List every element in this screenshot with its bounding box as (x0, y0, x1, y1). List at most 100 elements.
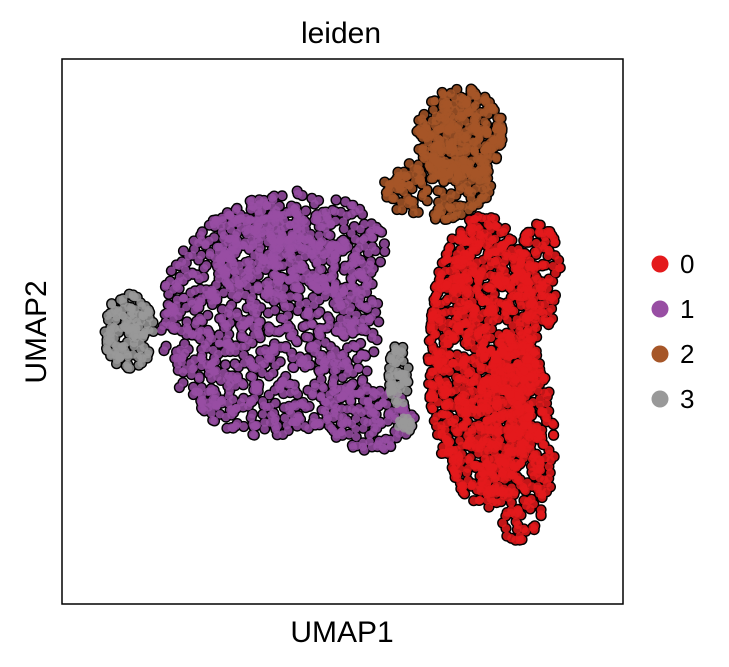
scatter-point-cluster-0 (458, 385, 467, 394)
scatter-point-cluster-0 (499, 386, 508, 396)
scatter-point-cluster-0 (485, 455, 494, 464)
scatter-point-cluster-0 (478, 438, 487, 447)
scatter-point-cluster-0 (439, 410, 448, 419)
scatter-point-cluster-0 (497, 367, 507, 376)
scatter-point-cluster-0 (520, 366, 529, 376)
scatter-point-cluster-0 (546, 295, 555, 305)
scatter-point-cluster-0 (498, 467, 508, 477)
scatter-point-cluster-0 (490, 305, 500, 314)
scatter-point-cluster-0 (451, 283, 460, 293)
scatter-point-cluster-0 (524, 325, 533, 334)
scatter-point-cluster-0 (507, 498, 516, 507)
scatter-point-cluster-0 (520, 249, 529, 258)
scatter-point-cluster-0 (432, 281, 441, 290)
scatter-point-cluster-0 (517, 301, 526, 310)
scatter-point-cluster-0 (475, 230, 484, 239)
scatter-point-cluster-0 (507, 534, 516, 543)
scatter-point-cluster-0 (505, 447, 514, 456)
scatter-point-cluster-0 (503, 252, 512, 261)
scatter-point-cluster-0 (516, 440, 525, 450)
scatter-point-cluster-0 (484, 502, 494, 512)
scatter-point-cluster-0 (432, 366, 442, 375)
scatter-point-cluster-0 (498, 348, 508, 358)
scatter-point-cluster-0 (543, 251, 553, 261)
scatter-point-cluster-0 (476, 270, 485, 279)
scatter-point-cluster-0 (524, 404, 533, 413)
scatter-point-cluster-0 (454, 374, 463, 384)
points-fill-layer (100, 84, 565, 545)
scatter-point-cluster-0 (482, 490, 492, 499)
scatter-point-cluster-0 (451, 327, 460, 336)
scatter-point-cluster-0 (534, 227, 544, 236)
scatter-point-cluster-0 (493, 428, 503, 438)
scatter-point-cluster-0 (502, 302, 512, 312)
scatter-point-cluster-0 (490, 444, 500, 453)
scatter-point-cluster-0 (532, 239, 541, 248)
scatter-point-cluster-0 (490, 484, 499, 493)
scatter-point-cluster-0 (495, 435, 505, 445)
scatter-point-cluster-0 (441, 364, 451, 374)
scatter-point-cluster-0 (473, 331, 483, 340)
scatter-point-cluster-0 (468, 246, 478, 255)
scatter-point-cluster-0 (497, 333, 507, 342)
scatter-point-cluster-0 (504, 343, 514, 352)
scatter-point-cluster-0 (479, 309, 488, 318)
scatter-point-cluster-0 (541, 453, 550, 463)
scatter-point-cluster-0 (508, 321, 517, 330)
scatter-point-cluster-0 (443, 432, 452, 442)
scatter-point-cluster-0 (536, 511, 546, 520)
scatter-point-cluster-0 (478, 256, 488, 265)
scatter-point-cluster-0 (530, 320, 540, 329)
scatter-point-cluster-0 (449, 256, 458, 265)
scatter-point-cluster-0 (495, 247, 504, 257)
scatter-point-cluster-0 (473, 222, 482, 232)
scatter-point-cluster-0 (506, 412, 515, 421)
scatter-point-cluster-0 (449, 402, 458, 411)
scatter-point-cluster-0 (534, 429, 543, 438)
scatter-point-cluster-0 (492, 399, 502, 408)
scatter-point-cluster-0 (548, 419, 557, 428)
scatter-point-cluster-0 (451, 385, 460, 395)
scatter-point-cluster-0 (475, 389, 485, 399)
scatter-point-cluster-0 (515, 321, 525, 331)
scatter-point-cluster-0 (431, 305, 440, 314)
scatter-point-cluster-0 (535, 394, 545, 404)
scatter-point-cluster-0 (537, 484, 547, 493)
scatter-point-cluster-0 (434, 398, 443, 407)
scatter-point-cluster-0 (497, 241, 507, 250)
scatter-point-cluster-0 (459, 352, 468, 361)
points-layer (99, 83, 566, 546)
scatter-point-cluster-0 (548, 314, 557, 323)
scatter-point-cluster-0 (490, 475, 499, 484)
scatter-point-cluster-0 (519, 375, 528, 385)
scatter-point-cluster-0 (476, 426, 485, 435)
scatter-point-cluster-0 (536, 460, 545, 469)
scatter-point-cluster-0 (537, 408, 546, 417)
scatter-point-cluster-0 (426, 335, 436, 344)
scatter-point-cluster-0 (467, 338, 476, 347)
scatter-point-cluster-0 (490, 256, 500, 266)
scatter-point-cluster-0 (475, 444, 484, 453)
chart-title: leiden (301, 17, 381, 50)
scatter-point-cluster-0 (499, 457, 508, 467)
scatter-point-cluster-0 (510, 488, 519, 497)
scatter-point-cluster-0 (432, 359, 441, 368)
scatter-point-cluster-0 (519, 524, 528, 534)
scatter-point-cluster-0 (539, 375, 548, 385)
scatter-point-cluster-0 (488, 378, 498, 387)
scatter-point-cluster-0 (441, 358, 451, 367)
scatter-point-cluster-0 (520, 286, 529, 295)
scatter-point-cluster-0 (487, 462, 496, 471)
scatter-point-cluster-0 (453, 302, 462, 311)
scatter-point-cluster-0 (484, 443, 493, 452)
scatter-point-cluster-0 (457, 441, 466, 450)
scatter-point-cluster-0 (535, 474, 544, 483)
scatter-point-cluster-0 (530, 348, 539, 357)
scatter-point-cluster-0 (480, 264, 489, 273)
scatter-point-cluster-0 (427, 380, 436, 389)
scatter-point-cluster-0 (477, 213, 487, 223)
scatter-point-cluster-0 (462, 408, 471, 417)
scatter-point-cluster-0 (498, 518, 507, 528)
scatter-point-cluster-0 (544, 320, 553, 329)
